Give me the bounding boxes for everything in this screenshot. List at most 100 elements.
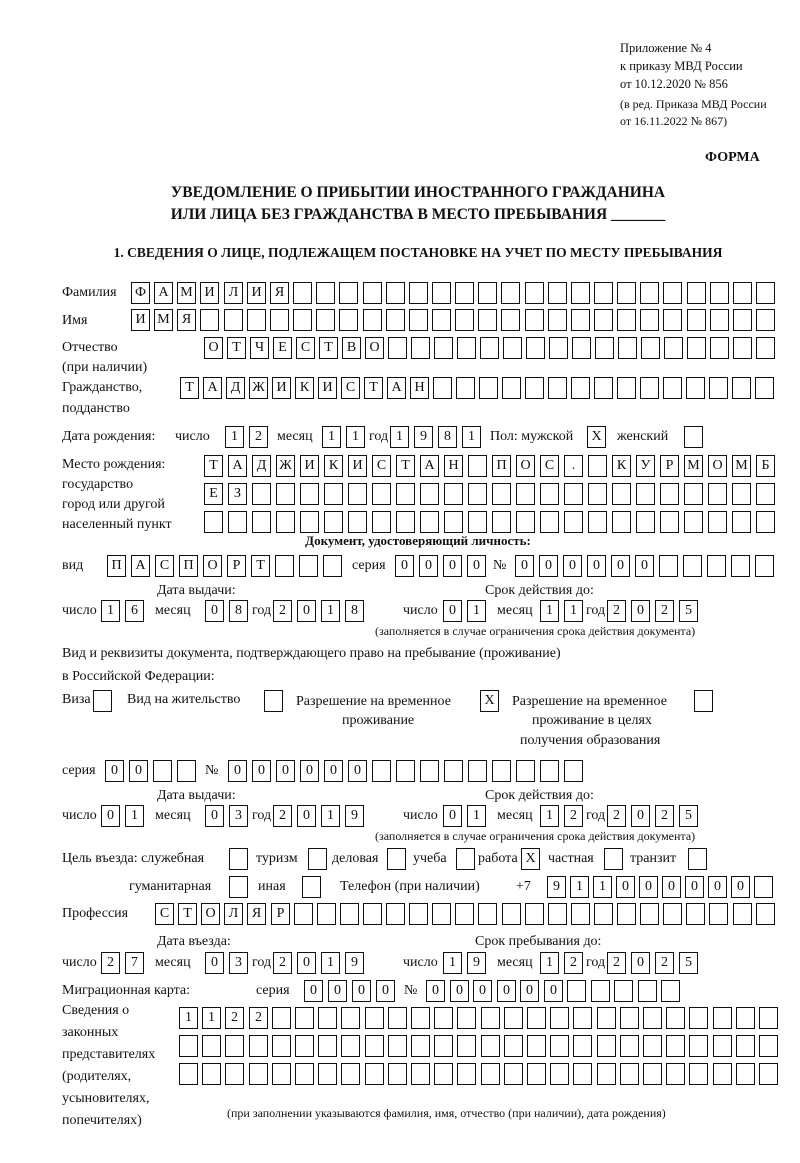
name-cell[interactable] [756, 309, 775, 331]
citizenship-cell[interactable]: К [295, 377, 314, 399]
representatives-cell[interactable] [620, 1063, 639, 1085]
representatives-cell[interactable] [295, 1007, 314, 1029]
doc-number-cell[interactable] [683, 555, 702, 577]
doc-type-cell[interactable]: Р [227, 555, 246, 577]
birth-day-cell[interactable]: 1 [225, 426, 244, 448]
patronymic-cell[interactable]: Т [227, 337, 246, 359]
citizenship-cell[interactable] [617, 377, 636, 399]
birthplace-cell[interactable] [588, 455, 607, 477]
birthplace-cell[interactable] [468, 511, 487, 533]
birthplace-cell[interactable] [204, 511, 223, 533]
surname-cell[interactable] [525, 282, 544, 304]
birthplace-cell[interactable]: М [732, 455, 751, 477]
birthplace-cell[interactable] [372, 511, 391, 533]
doc-type-cell[interactable] [299, 555, 318, 577]
birthplace-cell[interactable]: О [708, 455, 727, 477]
valid-month-cell[interactable]: 1 [564, 600, 583, 622]
surname-cell[interactable] [386, 282, 405, 304]
birthplace-cell[interactable] [348, 511, 367, 533]
birth-day-cell[interactable]: 2 [249, 426, 268, 448]
profession-cell[interactable]: Р [271, 903, 290, 925]
citizenship-cell[interactable] [479, 377, 498, 399]
representatives-cell[interactable] [573, 1035, 592, 1057]
valid-year-cell[interactable]: 5 [679, 805, 698, 827]
birthplace-cell[interactable]: А [420, 455, 439, 477]
birthplace-cell[interactable] [444, 511, 463, 533]
birthplace-cell[interactable] [348, 483, 367, 505]
entry-month-cell[interactable]: 3 [229, 952, 248, 974]
valid-year-cell[interactable]: 2 [655, 805, 674, 827]
surname-cell[interactable]: И [200, 282, 219, 304]
patronymic-cell[interactable] [687, 337, 706, 359]
profession-cell[interactable] [686, 903, 705, 925]
name-cell[interactable] [640, 309, 659, 331]
patronymic-cell[interactable] [549, 337, 568, 359]
entry-year-cell[interactable]: 0 [297, 952, 316, 974]
issue-year-cell[interactable]: 2 [273, 805, 292, 827]
birthplace-cell[interactable]: Н [444, 455, 463, 477]
representatives-cell[interactable] [527, 1035, 546, 1057]
name-cell[interactable] [594, 309, 613, 331]
name-cell[interactable] [525, 309, 544, 331]
birthplace-cell[interactable] [324, 483, 343, 505]
name-cell[interactable] [200, 309, 219, 331]
entry-year-cell[interactable]: 1 [321, 952, 340, 974]
representatives-cell[interactable] [341, 1035, 360, 1057]
stay-doc-number-cell[interactable]: 0 [252, 760, 271, 782]
birthplace-cell[interactable]: К [612, 455, 631, 477]
representatives-cell[interactable] [249, 1035, 268, 1057]
representatives-cell[interactable] [388, 1035, 407, 1057]
birthplace-cell[interactable]: А [228, 455, 247, 477]
birthplace-cell[interactable] [252, 483, 271, 505]
citizenship-cell[interactable] [571, 377, 590, 399]
name-cell[interactable] [386, 309, 405, 331]
representatives-cell[interactable] [249, 1063, 268, 1085]
patronymic-cell[interactable] [503, 337, 522, 359]
valid-day-cell[interactable]: 0 [443, 600, 462, 622]
patronymic-cell[interactable]: С [296, 337, 315, 359]
representatives-cell[interactable] [411, 1007, 430, 1029]
representatives-cell[interactable] [434, 1063, 453, 1085]
representatives-cell[interactable] [666, 1007, 685, 1029]
surname-cell[interactable] [710, 282, 729, 304]
representatives-cell[interactable] [504, 1035, 523, 1057]
citizenship-cell[interactable] [755, 377, 774, 399]
purpose-private-checkbox[interactable] [604, 848, 623, 870]
doc-type-cell[interactable]: О [203, 555, 222, 577]
name-cell[interactable] [316, 309, 335, 331]
surname-cell[interactable] [663, 282, 682, 304]
valid-year-cell[interactable]: 2 [607, 805, 626, 827]
migration-series-cell[interactable]: 0 [352, 980, 371, 1002]
representatives-cell[interactable] [179, 1035, 198, 1057]
issue-day-cell[interactable]: 1 [101, 600, 120, 622]
representatives-cell[interactable]: 1 [179, 1007, 198, 1029]
birthplace-cell[interactable] [468, 455, 487, 477]
surname-cell[interactable] [409, 282, 428, 304]
birthplace-cell[interactable] [492, 483, 511, 505]
birth-year-cell[interactable]: 1 [462, 426, 481, 448]
profession-cell[interactable]: Т [178, 903, 197, 925]
entry-month-cell[interactable]: 0 [205, 952, 224, 974]
profession-cell[interactable] [663, 903, 682, 925]
citizenship-cell[interactable]: Ж [249, 377, 268, 399]
representatives-cell[interactable]: 2 [249, 1007, 268, 1029]
purpose-work-checkbox[interactable]: X [521, 848, 540, 870]
name-cell[interactable] [733, 309, 752, 331]
profession-cell[interactable] [317, 903, 336, 925]
patronymic-cell[interactable] [710, 337, 729, 359]
citizenship-cell[interactable]: А [387, 377, 406, 399]
citizenship-cell[interactable]: Д [226, 377, 245, 399]
representatives-cell[interactable] [736, 1063, 755, 1085]
surname-cell[interactable] [640, 282, 659, 304]
doc-type-cell[interactable]: С [155, 555, 174, 577]
entry-day-cell[interactable]: 7 [125, 952, 144, 974]
profession-cell[interactable]: С [155, 903, 174, 925]
temp-residence-checkbox[interactable]: X [480, 690, 499, 712]
temp-residence-edu-checkbox[interactable] [694, 690, 713, 712]
issue-year-cell[interactable]: 8 [345, 600, 364, 622]
migration-number-cell[interactable] [591, 980, 610, 1002]
representatives-cell[interactable] [527, 1007, 546, 1029]
representatives-cell[interactable] [179, 1063, 198, 1085]
profession-cell[interactable] [571, 903, 590, 925]
valid-year-cell[interactable]: 0 [631, 805, 650, 827]
